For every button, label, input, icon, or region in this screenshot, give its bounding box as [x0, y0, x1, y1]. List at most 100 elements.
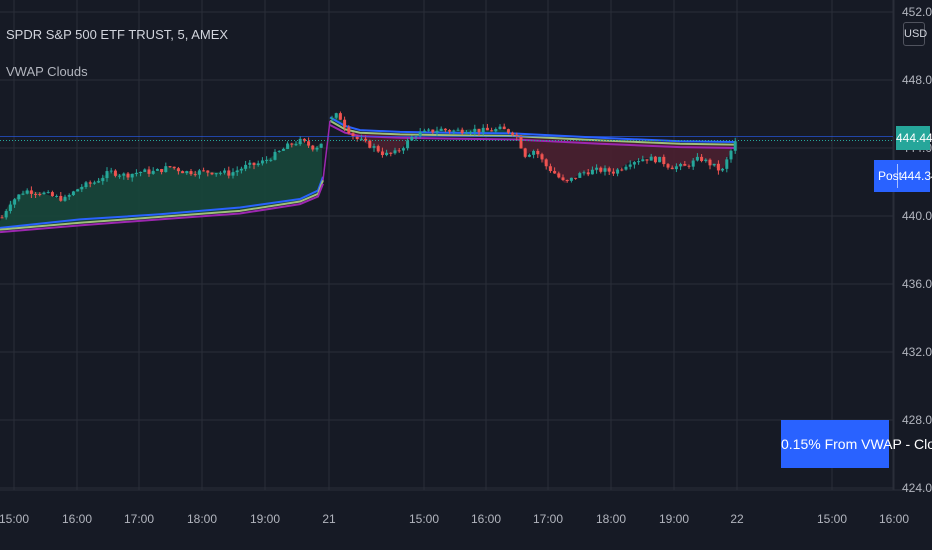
candle-down: [502, 126, 506, 130]
candle-down: [397, 150, 401, 152]
candle-down: [176, 168, 180, 172]
candle-down: [511, 132, 515, 135]
price-tick-label: 448.00: [902, 73, 932, 87]
candle-up: [235, 170, 239, 173]
candle-up: [8, 204, 12, 212]
candle-up: [315, 147, 319, 150]
candle-down: [311, 145, 315, 150]
price-tick-label: 440.00: [902, 209, 932, 223]
candle-down: [620, 169, 624, 171]
candle-up: [527, 154, 531, 157]
vwap-lower-line: [0, 183, 324, 234]
candle-up: [624, 166, 628, 170]
candle-down: [389, 152, 393, 154]
candle-up: [422, 130, 426, 133]
candle-down: [38, 193, 42, 195]
candle-up: [359, 138, 363, 140]
candle-down: [160, 169, 164, 173]
candle-down: [490, 130, 494, 132]
candle-up: [569, 177, 573, 181]
candle-up: [197, 170, 201, 175]
candle-down: [147, 169, 151, 174]
price-tick-label: 436.00: [902, 277, 932, 291]
candle-up: [244, 164, 248, 169]
candle-down: [506, 129, 510, 133]
candle-down: [355, 136, 359, 139]
candle-up: [590, 169, 594, 175]
candle-up: [532, 150, 536, 155]
indicator-title[interactable]: VWAP Clouds: [6, 64, 88, 79]
time-tick-label: 15:00: [817, 512, 847, 526]
candle-up: [42, 192, 46, 195]
time-tick-label: 21: [322, 512, 336, 526]
candle-up: [139, 171, 143, 173]
candle-up: [637, 161, 641, 163]
candle-up: [55, 195, 59, 197]
last-price-line: [0, 136, 893, 142]
candle-up: [231, 172, 235, 176]
candle-down: [515, 134, 519, 137]
candle-down: [351, 133, 355, 137]
candle-up: [155, 169, 159, 171]
time-tick-label: 16:00: [62, 512, 92, 526]
time-tick-label: 17:00: [124, 512, 154, 526]
candle-down: [50, 192, 54, 197]
candle-up: [143, 169, 147, 172]
candle-down: [88, 182, 92, 184]
candle-up: [616, 169, 620, 174]
candle-down: [645, 159, 649, 161]
candle-up: [649, 156, 653, 161]
candle-up: [481, 127, 485, 133]
post-divider: [897, 164, 898, 188]
candle-up: [239, 168, 243, 171]
candle-down: [376, 146, 380, 152]
candle-up: [4, 211, 8, 218]
candle-down: [586, 172, 590, 175]
candle-down: [448, 130, 452, 132]
time-tick-label: 18:00: [596, 512, 626, 526]
candle-down: [574, 177, 578, 179]
candle-up: [130, 173, 134, 178]
time-tick-label: 18:00: [187, 512, 217, 526]
candle-down: [662, 156, 666, 165]
candle-up: [122, 173, 126, 176]
candle-down: [0, 217, 4, 219]
candle-up: [67, 195, 71, 197]
candle-down: [302, 138, 306, 142]
candle-up: [406, 140, 410, 149]
candle-down: [519, 136, 523, 149]
candle-up: [418, 132, 422, 137]
candle-down: [227, 170, 231, 176]
candle-down: [683, 164, 687, 166]
time-axis[interactable]: 15:00 16:00 17:00 18:00 19:00 21 15:00 16:00 17:…: [0, 512, 909, 526]
candle-up: [46, 192, 50, 194]
candle-up: [658, 156, 662, 163]
vwap-distance-label: 0.15% From VWAP - Close: [781, 420, 932, 468]
candle-up: [101, 178, 105, 182]
candle-down: [189, 171, 193, 175]
candle-up: [733, 141, 737, 151]
candle-up: [469, 131, 473, 133]
symbol-title[interactable]: SPDR S&P 500 ETF TRUST, 5, AMEX: [6, 27, 229, 42]
candle-up: [456, 129, 460, 131]
candle-up: [393, 150, 397, 154]
candle-down: [548, 166, 552, 172]
post-market-badge: Post 444.34: [874, 160, 932, 192]
candle-up: [248, 162, 252, 165]
candle-down: [653, 156, 657, 163]
candle-down: [544, 159, 548, 167]
candle-down: [338, 113, 342, 120]
currency-badge[interactable]: USD: [903, 22, 927, 46]
price-axis[interactable]: 452.00448.00444.00440.00436.00432.00428.…: [902, 5, 932, 495]
candle-down: [607, 168, 611, 172]
candle-up: [298, 138, 302, 145]
candle-down: [172, 166, 176, 169]
candle-up: [582, 172, 586, 174]
time-tick-label: 16:00: [471, 512, 501, 526]
candle-down: [708, 159, 712, 166]
candle-up: [214, 173, 218, 175]
candle-down: [193, 174, 197, 176]
time-tick-label: 15:00: [409, 512, 439, 526]
candle-down: [252, 162, 256, 166]
